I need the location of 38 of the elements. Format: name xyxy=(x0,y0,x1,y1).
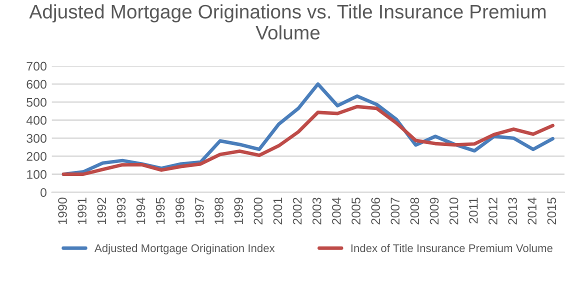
x-tick-label: 2015 xyxy=(547,198,556,224)
x-tick-label: 1991 xyxy=(78,198,86,224)
x-tick-label: 2014 xyxy=(528,198,537,224)
x-tick-label: 2002 xyxy=(292,198,302,224)
x-tick-label: 2012 xyxy=(488,198,498,224)
y-tick-label: 600 xyxy=(26,80,46,89)
line-series xyxy=(62,104,554,176)
legend-label: Adjusted Mortgage Origination Index xyxy=(94,244,275,254)
x-tick-label: 2003 xyxy=(312,198,322,224)
x-tick-label: 2008 xyxy=(410,198,420,224)
x-tick-label: 2010 xyxy=(449,198,458,224)
x-tick-label: 2006 xyxy=(371,198,380,224)
x-tick-label: 2013 xyxy=(508,198,517,224)
x-tick-label: 2005 xyxy=(352,198,360,224)
legend-label: Index of Title Insurance Premium Volume xyxy=(351,244,552,252)
x-tick-label: 1997 xyxy=(195,198,204,224)
x-tick-label: 2007 xyxy=(390,198,400,224)
y-tick-label: 200 xyxy=(26,152,46,161)
x-tick-label: 2000 xyxy=(254,198,263,224)
y-tick-label: 100 xyxy=(27,170,46,179)
x-tick-label: 2004 xyxy=(332,198,341,224)
x-tick-label: 2011 xyxy=(468,198,478,224)
x-tick-label: 2009 xyxy=(430,198,439,224)
y-tick-label: 500 xyxy=(26,98,46,107)
x-tick-label: 1998 xyxy=(214,198,224,224)
y-tick-label: 0 xyxy=(40,188,46,197)
x-tick-label: 1993 xyxy=(116,198,126,224)
x-tick-label: 2001 xyxy=(273,198,282,224)
x-tick-label: 1995 xyxy=(156,198,165,224)
x-tick-label: 1994 xyxy=(136,198,146,224)
x-tick-label: 1992 xyxy=(97,198,106,224)
x-tick-label: 1999 xyxy=(234,198,244,224)
chart-title: Adjusted Mortgage Originations vs. Title Insurance Premium Volume xyxy=(29,4,546,40)
y-tick-label: 700 xyxy=(26,62,46,71)
y-tick-label: 300 xyxy=(26,134,46,143)
x-tick-label: 1990 xyxy=(58,198,67,224)
y-tick-label: 400 xyxy=(26,116,46,125)
x-tick-label: 1996 xyxy=(175,198,184,224)
